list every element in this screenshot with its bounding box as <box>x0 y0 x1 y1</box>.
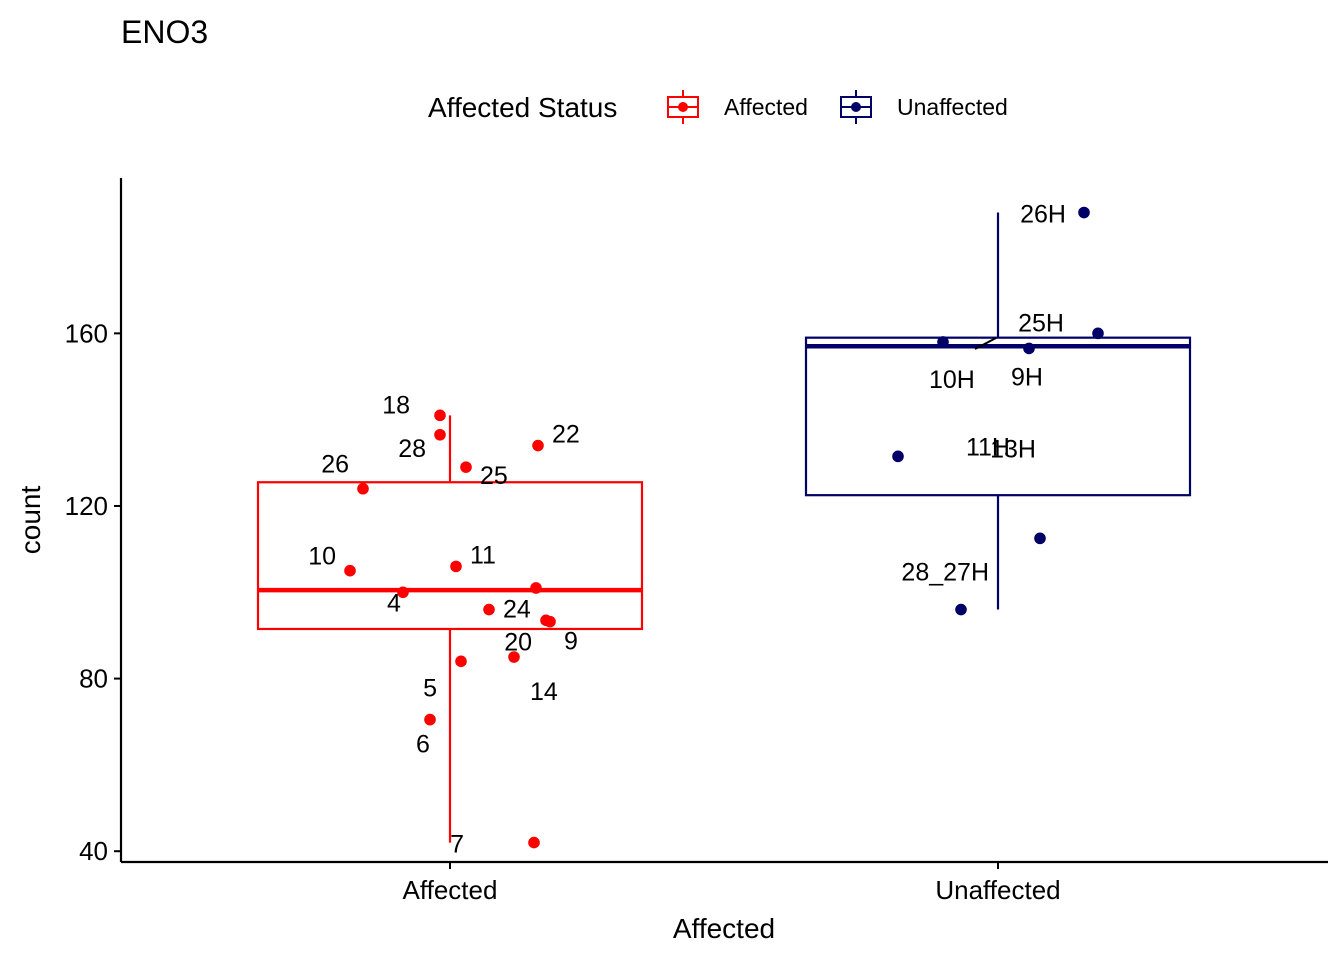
point-label: 10H <box>929 366 975 394</box>
chart-title: ENO3 <box>121 14 208 50</box>
point-label: 28 <box>398 435 426 463</box>
data-point <box>544 615 556 628</box>
x-tick-label: Unaffected <box>935 875 1060 905</box>
data-point <box>937 336 949 348</box>
y-tick-label: 40 <box>79 836 108 866</box>
data-point <box>434 428 446 441</box>
boxplots <box>256 212 1192 843</box>
point-label: 18 <box>382 391 410 419</box>
data-points <box>344 206 1104 849</box>
point-label: 24 <box>503 596 531 624</box>
point-label: 9H <box>1011 363 1043 391</box>
legend-key-dot <box>851 102 861 112</box>
data-point <box>1092 327 1104 340</box>
x-axis: Affected Unaffected <box>121 860 1328 905</box>
point-label: 11H <box>966 433 1010 461</box>
data-point <box>532 439 544 452</box>
x-tick-label: Affected <box>403 875 498 905</box>
point-label: 20 <box>504 628 532 656</box>
point-label: 11 <box>470 541 496 569</box>
data-point <box>508 651 520 663</box>
data-point <box>955 603 967 616</box>
data-point <box>483 603 495 616</box>
data-point <box>892 450 904 463</box>
data-point <box>424 713 436 726</box>
data-point <box>397 586 409 599</box>
legend-label: Affected <box>724 94 808 120</box>
point-label: 26 <box>321 451 349 479</box>
legend-title: Affected Status <box>428 92 617 123</box>
point-label: 28_27H <box>901 559 989 587</box>
legend-label: Unaffected <box>897 94 1008 120</box>
data-point <box>455 655 467 668</box>
y-tick-label: 80 <box>79 664 108 694</box>
point-label: 9 <box>564 628 578 656</box>
legend: Affected Status Affected Unaffected <box>428 90 1008 124</box>
point-label: 7 <box>450 831 464 859</box>
box-unaffected <box>804 212 1192 610</box>
point-label: 10 <box>308 543 336 571</box>
data-point <box>1023 342 1035 355</box>
y-tick-label: 160 <box>65 318 108 348</box>
data-point <box>530 582 542 594</box>
y-tick-label: 120 <box>65 491 108 521</box>
legend-entry-affected: Affected <box>667 90 808 124</box>
legend-key-dot <box>678 102 688 112</box>
point-label: 13H <box>990 435 1036 463</box>
y-axis: 40 80 120 160 <box>65 178 123 866</box>
data-point <box>1034 532 1046 545</box>
point-label: 25 <box>480 462 508 490</box>
point-label: 5 <box>423 674 437 702</box>
point-label: 22 <box>552 421 580 449</box>
point-label: 14 <box>530 678 558 706</box>
x-axis-title: Affected <box>673 913 775 944</box>
box-iqr <box>256 481 644 631</box>
data-point <box>434 409 446 422</box>
legend-entry-unaffected: Unaffected <box>840 90 1008 124</box>
y-axis-title: count <box>15 486 46 555</box>
data-point <box>460 461 472 473</box>
data-point <box>357 482 369 495</box>
data-point <box>344 564 356 577</box>
data-point <box>450 560 462 573</box>
data-point <box>528 836 540 849</box>
point-label: 6 <box>416 731 430 759</box>
box-iqr <box>804 336 1192 497</box>
data-point <box>1078 206 1090 219</box>
point-labels: 18 28 22 25 26 10 11 4 24 20 9 5 14 6 7 26H 25H 10H 9H 11H1… <box>308 201 1066 859</box>
label-leader-line <box>974 337 997 350</box>
point-label: 4 <box>387 589 401 617</box>
point-label: 26H <box>1020 201 1066 229</box>
box-affected <box>256 415 644 843</box>
point-label: 25H <box>1018 309 1064 337</box>
